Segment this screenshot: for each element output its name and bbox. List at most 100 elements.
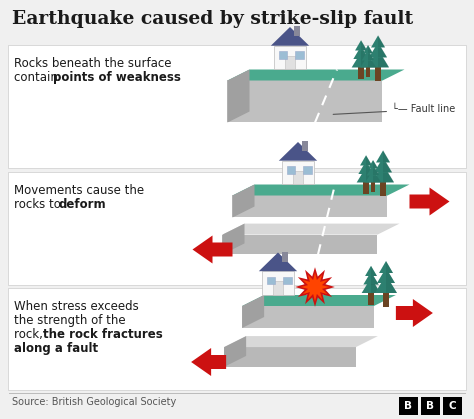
Polygon shape (360, 55, 376, 67)
Bar (375, 67, 381, 82)
Polygon shape (376, 150, 390, 163)
Polygon shape (295, 267, 335, 307)
Polygon shape (352, 52, 370, 67)
Bar (262, 271, 294, 295)
Polygon shape (373, 165, 379, 176)
Polygon shape (371, 272, 379, 285)
Polygon shape (228, 70, 249, 122)
Bar (8, 288, 466, 390)
Text: points of weakness: points of weakness (53, 71, 181, 84)
Polygon shape (259, 253, 297, 271)
Polygon shape (386, 275, 397, 293)
Polygon shape (368, 160, 378, 168)
Bar (274, 46, 306, 70)
Polygon shape (369, 42, 387, 57)
Bar (8, 45, 466, 168)
Polygon shape (242, 295, 396, 306)
Text: rock,: rock, (14, 328, 46, 341)
Polygon shape (353, 46, 369, 59)
Bar (279, 51, 287, 59)
Polygon shape (233, 184, 410, 196)
Polygon shape (301, 273, 329, 301)
Bar (282, 252, 288, 262)
Polygon shape (362, 278, 380, 293)
Polygon shape (379, 261, 393, 273)
Text: the strength of the: the strength of the (14, 314, 126, 327)
Polygon shape (361, 40, 367, 51)
Polygon shape (362, 50, 374, 60)
Bar (273, 282, 283, 295)
Polygon shape (366, 167, 375, 183)
Text: B: B (427, 401, 435, 411)
Polygon shape (378, 36, 385, 47)
Bar (443, 397, 462, 415)
Polygon shape (368, 45, 373, 54)
Polygon shape (383, 158, 392, 173)
Polygon shape (377, 268, 395, 283)
Bar (287, 166, 295, 174)
Polygon shape (396, 299, 433, 327)
Bar (283, 277, 292, 284)
Polygon shape (378, 42, 387, 57)
Polygon shape (233, 184, 255, 217)
Polygon shape (191, 348, 226, 376)
Polygon shape (222, 235, 377, 254)
Polygon shape (367, 165, 379, 176)
Polygon shape (360, 155, 372, 166)
Bar (368, 293, 374, 305)
Polygon shape (364, 272, 379, 285)
Bar (358, 67, 364, 79)
Polygon shape (366, 155, 372, 166)
Polygon shape (386, 268, 395, 283)
Text: Earthquake caused by strike-slip fault: Earthquake caused by strike-slip fault (12, 10, 413, 28)
Polygon shape (367, 49, 389, 67)
Polygon shape (358, 161, 374, 174)
Polygon shape (224, 336, 246, 367)
Polygon shape (378, 49, 389, 67)
Bar (285, 56, 295, 70)
Polygon shape (386, 261, 393, 273)
Bar (399, 397, 418, 415)
Text: └— Fault line: └— Fault line (333, 104, 455, 114)
Polygon shape (271, 27, 309, 46)
Polygon shape (372, 165, 394, 183)
Polygon shape (373, 160, 378, 168)
Bar (366, 67, 370, 77)
Polygon shape (222, 224, 245, 254)
Bar (303, 166, 311, 174)
Polygon shape (355, 40, 367, 51)
Polygon shape (242, 295, 264, 328)
Bar (371, 183, 375, 192)
Bar (302, 141, 308, 151)
Polygon shape (383, 150, 390, 163)
Text: deform: deform (58, 198, 106, 211)
Bar (267, 277, 275, 284)
Bar (282, 161, 314, 184)
Bar (295, 51, 304, 59)
Polygon shape (361, 52, 370, 67)
Polygon shape (375, 275, 397, 293)
Text: contain: contain (14, 71, 62, 84)
Text: C: C (449, 401, 456, 411)
Polygon shape (222, 224, 400, 235)
Polygon shape (228, 70, 404, 80)
Polygon shape (365, 170, 381, 183)
Polygon shape (224, 347, 356, 367)
Polygon shape (224, 336, 378, 347)
Polygon shape (383, 165, 394, 183)
Bar (421, 397, 440, 415)
Polygon shape (279, 142, 317, 161)
Bar (383, 293, 389, 307)
Polygon shape (356, 167, 375, 183)
Polygon shape (371, 266, 377, 276)
Polygon shape (192, 235, 233, 264)
Bar (293, 171, 303, 184)
Text: B: B (404, 401, 412, 411)
Polygon shape (368, 50, 374, 60)
Bar (8, 172, 466, 285)
Polygon shape (233, 196, 388, 217)
Bar (380, 183, 386, 197)
Polygon shape (242, 306, 374, 328)
Polygon shape (361, 46, 369, 59)
Polygon shape (410, 187, 449, 215)
